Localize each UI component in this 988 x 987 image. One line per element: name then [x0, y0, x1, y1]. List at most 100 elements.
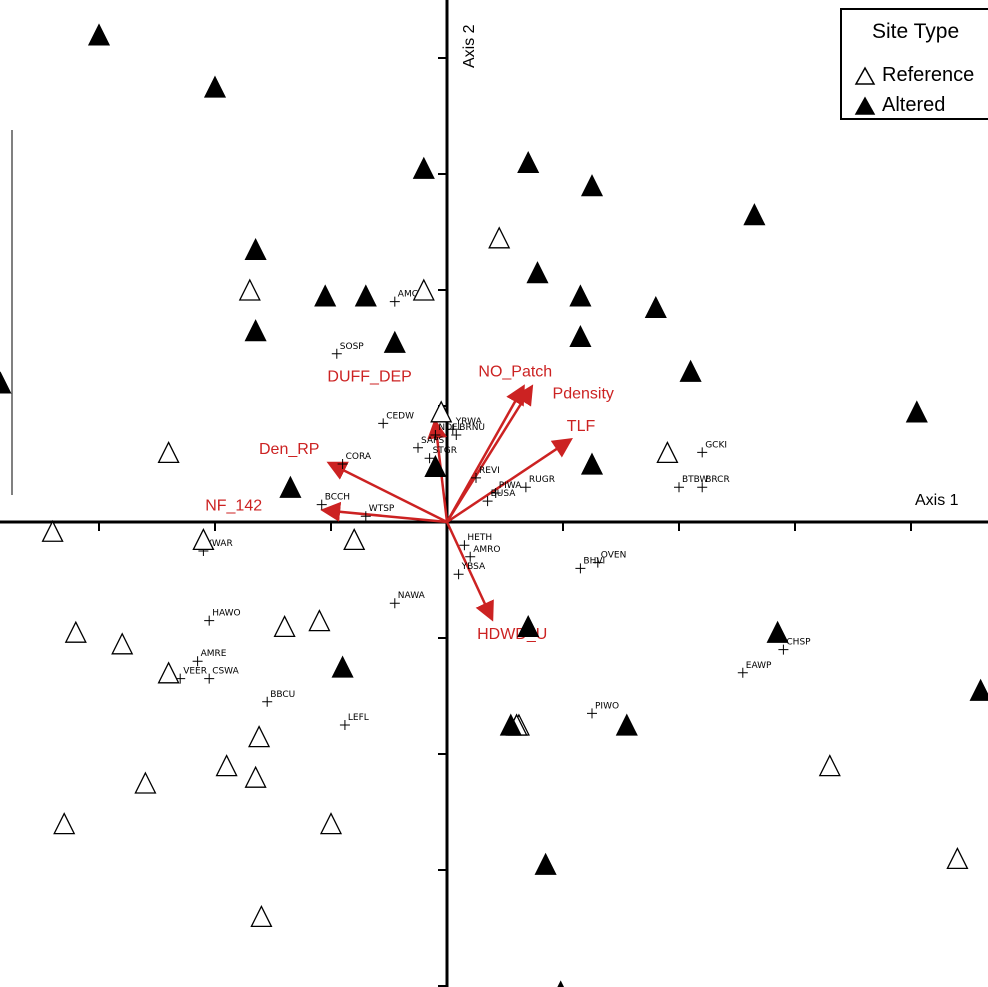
species-marker [482, 496, 493, 507]
legend-label-altered: Altered [882, 94, 946, 116]
altered-site-marker [331, 655, 354, 678]
reference-site-marker [215, 754, 238, 777]
species-label: STGR [433, 446, 457, 456]
vector-arrow [446, 438, 573, 524]
site-points [0, 23, 988, 987]
species-label: CEDW [386, 411, 414, 421]
species-marker [674, 482, 684, 493]
species-label: HAWO [212, 609, 240, 619]
species-label: BCCH [325, 493, 350, 503]
species-label: YBSA [461, 562, 486, 572]
vector-label: Pdensity [553, 386, 614, 403]
altered-site-marker [517, 614, 540, 638]
altered-site-marker [244, 237, 267, 261]
altered-site-marker [580, 452, 604, 475]
species-marker [697, 447, 708, 458]
reference-site-marker [250, 904, 273, 928]
vector-label: TLF [567, 418, 596, 435]
species-marker [192, 656, 203, 667]
species-marker [378, 418, 389, 429]
altered-site-marker [557, 980, 565, 987]
altered-site-marker [412, 156, 435, 179]
reference-site-marker [656, 440, 679, 464]
altered-site-marker [0, 371, 12, 394]
altered-site-marker [615, 713, 638, 736]
filled-triangle-icon [854, 95, 876, 115]
reference-site-marker [111, 632, 134, 655]
reference-site-marker [157, 440, 180, 464]
altered-site-marker [569, 284, 592, 307]
species-label: WTSP [369, 504, 395, 514]
species-marker [520, 482, 531, 493]
vector-label: DUFF_DEP [327, 368, 411, 385]
species-marker [575, 563, 586, 574]
reference-site-marker [134, 771, 157, 794]
species-label: BTBW [682, 475, 709, 485]
reference-site-marker [946, 846, 969, 870]
altered-site-marker [569, 324, 592, 348]
species-marker [451, 430, 462, 440]
species-label: BRNU [459, 423, 485, 433]
reference-site-marker [430, 400, 453, 423]
species-marker [778, 644, 789, 655]
open-triangle-icon [854, 65, 876, 85]
altered-site-marker [580, 174, 604, 197]
species-marker [331, 348, 342, 359]
altered-site-marker [314, 284, 337, 307]
species-label: PIWA [499, 481, 522, 491]
reference-site-marker [412, 278, 435, 301]
species-marker [430, 430, 441, 440]
vector-label: Den_RP [259, 441, 319, 458]
altered-site-marker [354, 284, 377, 307]
reference-site-marker [488, 226, 511, 249]
species-label: BUSA [491, 489, 517, 499]
species-label: BRCR [705, 475, 730, 485]
species-marker [459, 540, 470, 551]
altered-site-marker [244, 319, 267, 342]
reference-site-marker [273, 614, 296, 638]
species-marker [697, 482, 708, 493]
altered-site-marker [499, 713, 522, 736]
species-label: SOSP [340, 342, 365, 352]
species-label: LEFL [348, 713, 369, 723]
altered-site-marker [534, 852, 557, 875]
species-marker [339, 720, 350, 730]
species-label: PIWO [595, 701, 619, 711]
species-marker [447, 424, 458, 435]
altered-site-marker [905, 400, 928, 423]
vector-arrow [445, 521, 494, 622]
y-axis-label: Axis 2 [461, 24, 478, 68]
species-marker [737, 667, 748, 678]
species-label: REVI [479, 466, 500, 476]
altered-site-marker [766, 620, 789, 643]
species-label: VEER [183, 667, 207, 677]
species-marker [316, 499, 327, 510]
species-marker [204, 615, 215, 626]
x-axis-label: Axis 1 [915, 492, 959, 509]
species-marker [453, 569, 464, 580]
vector-label: NO_Patch [478, 364, 552, 381]
species-marker [413, 442, 423, 453]
reference-site-marker [308, 609, 331, 632]
vector-arrow [320, 501, 448, 524]
legend-title: Site Type [872, 20, 960, 43]
reference-site-marker [248, 725, 271, 748]
altered-site-marker [517, 150, 540, 174]
species-label: OVEN [601, 551, 627, 561]
altered-site-marker [279, 475, 302, 498]
species-marker [424, 453, 435, 464]
altered-site-marker [644, 295, 667, 319]
reference-site-marker [41, 519, 64, 542]
species-label: GCKI [705, 440, 727, 450]
species-marker [490, 488, 501, 498]
species-marker [337, 459, 348, 469]
altered-site-marker [526, 261, 549, 284]
species-marker [471, 472, 481, 483]
species-label: NOFL [438, 423, 462, 433]
vector-label: NF_142 [205, 497, 262, 514]
reference-site-marker [192, 527, 215, 551]
species-label: SAPS [421, 436, 444, 446]
